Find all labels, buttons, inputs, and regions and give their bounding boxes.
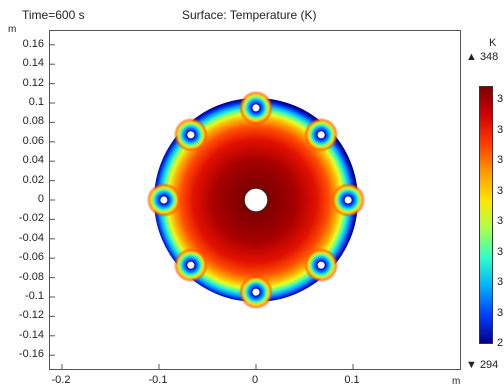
y-tick-label: -0.12 <box>18 309 44 322</box>
colorbar-max-label: ▲ 348 <box>466 51 499 63</box>
cooling-hole <box>159 195 169 205</box>
y-tick-label: -0.14 <box>18 328 44 341</box>
colorbar-tick-label: 3 <box>497 184 504 197</box>
center-hole <box>243 187 269 213</box>
colorbar-tick-label: 3 <box>497 276 504 288</box>
x-tick-label: 0.1 <box>344 374 360 386</box>
x-tick-label: -0.2 <box>51 374 71 386</box>
temperature-surface-plot <box>50 44 366 369</box>
y-tick-label: 0.14 <box>22 57 44 70</box>
cooling-hole <box>316 260 326 270</box>
cooling-hole <box>251 103 261 113</box>
y-tick-label: -0.1 <box>25 290 44 302</box>
y-tick-label: 0.06 <box>22 134 44 147</box>
cooling-hole <box>186 130 196 140</box>
cooling-hole <box>251 287 261 297</box>
y-tick-label: -0.08 <box>18 270 44 283</box>
x-axis-unit: m <box>452 376 461 387</box>
colorbar-tick-label: 3 <box>497 123 504 136</box>
plot-title: Surface: Temperature (K) <box>182 8 317 22</box>
colorbar-unit: K <box>489 37 497 49</box>
colorbar <box>479 86 493 344</box>
y-tick-label: -0.04 <box>18 231 44 244</box>
y-tick-label: 0.16 <box>22 37 44 50</box>
time-label: Time=600 s <box>22 8 85 22</box>
y-tick-label: -0.02 <box>18 212 44 225</box>
y-tick-label: -0.16 <box>18 348 44 361</box>
x-tick-label: 0 <box>251 374 259 386</box>
y-tick-label: 0.04 <box>22 154 44 167</box>
y-tick-label: 0.02 <box>22 173 44 186</box>
y-tick-label: -0.06 <box>18 251 44 264</box>
x-tick-label: -0.1 <box>148 374 168 386</box>
y-tick-label: 0.12 <box>22 76 44 89</box>
cooling-hole <box>316 130 326 140</box>
y-tick-label: 0.1 <box>28 96 44 108</box>
colorbar-tick-label: 2 <box>497 337 504 349</box>
y-axis-unit: m <box>8 24 17 35</box>
colorbar-tick-label: 3 <box>497 93 504 105</box>
colorbar-tick-label: 3 <box>497 306 504 319</box>
plot-area[interactable] <box>49 30 461 370</box>
colorbar-tick-label: 3 <box>497 245 504 258</box>
cooling-hole <box>343 195 353 205</box>
y-tick-label: 0.08 <box>22 115 44 128</box>
colorbar-min-label: ▼ 294 <box>466 359 499 371</box>
colorbar-tick-label: 3 <box>497 215 504 227</box>
cooling-hole <box>186 260 196 270</box>
colorbar-tick-label: 3 <box>497 154 504 166</box>
y-tick-label: 0 <box>37 193 44 205</box>
